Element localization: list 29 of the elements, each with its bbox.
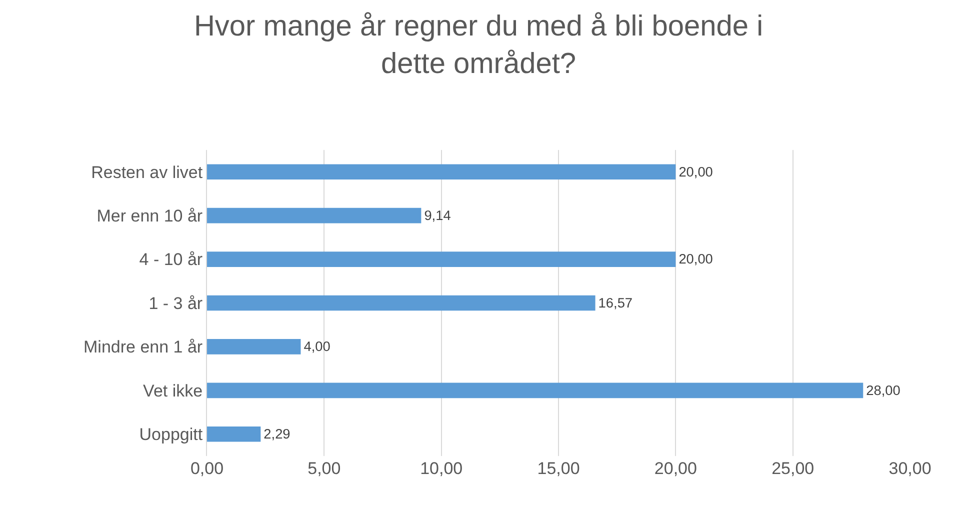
x-tick-label: 20,00 — [654, 459, 697, 478]
x-tick-label: 5,00 — [308, 459, 341, 478]
data-label: 9,14 — [424, 208, 452, 223]
data-label: 28,00 — [866, 382, 901, 398]
x-tick-label: 0,00 — [190, 459, 224, 478]
x-tick-label: 30,00 — [888, 459, 932, 478]
bar — [207, 382, 864, 398]
bar — [207, 252, 676, 267]
data-label: 16,57 — [598, 295, 633, 310]
data-label: 2,29 — [264, 426, 290, 442]
bar — [207, 295, 596, 311]
bar — [207, 164, 676, 180]
bar — [207, 339, 301, 354]
y-tick-label: 1 - 3 år — [148, 294, 203, 313]
chart-title: Hvor mange år regner du med å bli boende i dette området? — [194, 10, 764, 80]
y-tick-label: Mer enn 10 år — [96, 206, 203, 226]
y-tick-label: Vet ikke — [143, 381, 203, 400]
y-tick-label: Mindre enn 1 år — [84, 338, 203, 357]
data-label: 4,00 — [304, 339, 331, 354]
y-tick-label: Resten av livet — [91, 162, 203, 182]
x-tick-label: 15,00 — [537, 459, 580, 478]
bar — [207, 208, 422, 224]
data-label: 20,00 — [678, 252, 714, 267]
bar — [207, 426, 261, 442]
y-tick-label: Uoppgitt — [139, 425, 203, 444]
data-label: 20,00 — [678, 164, 714, 180]
x-tick-label: 10,00 — [420, 459, 463, 478]
x-tick-label: 25,00 — [772, 459, 814, 478]
y-tick-label: 4 - 10 år — [139, 250, 203, 270]
